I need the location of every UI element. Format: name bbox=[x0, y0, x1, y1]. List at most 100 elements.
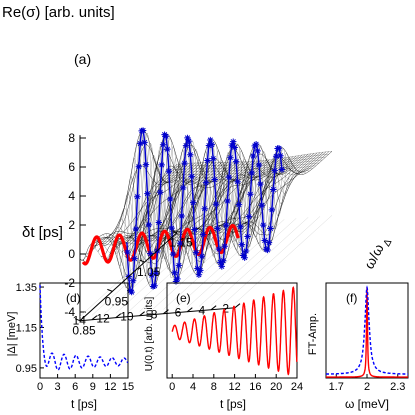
mesh-line-t bbox=[160, 165, 316, 180]
delta-t-tick-label: 8 bbox=[151, 308, 158, 322]
mesh-line-t bbox=[118, 157, 274, 278]
z-axis-label: Re(σ) [arb. units] bbox=[2, 4, 115, 21]
omega-axis-label-subscript: Δ bbox=[382, 237, 395, 248]
panel-d: (d) 1.35 1.15 0.95 0 3 6 9 12 15 |Δ| [meV] t [p… bbox=[6, 282, 134, 411]
delta-t-tick-mark bbox=[163, 309, 169, 315]
omega-tick-mark bbox=[74, 318, 81, 322]
delta-t-axis-line bbox=[79, 307, 236, 322]
panel-e-ylabel-wrap: U(0,t) [arb. units] bbox=[144, 297, 155, 372]
omega-tick-label: 1.15 bbox=[169, 236, 193, 250]
panel-d-frame bbox=[39, 282, 129, 379]
floor-grid-line bbox=[211, 217, 309, 306]
d-x-tick-label: 0 bbox=[37, 381, 43, 393]
blue-ridge-marker bbox=[247, 191, 254, 198]
blue-ridge-marker bbox=[158, 161, 165, 169]
d-y-tick-label: 1.35 bbox=[16, 282, 37, 294]
blue-ridge-marker bbox=[172, 278, 180, 285]
f-series-line-red bbox=[326, 287, 408, 378]
omega-tick-mark bbox=[171, 230, 178, 234]
mesh-line-t bbox=[105, 210, 262, 240]
blue-ridge-marker bbox=[260, 221, 267, 229]
blue-ridge-marker bbox=[201, 205, 208, 212]
blue-ridge-marker bbox=[147, 250, 154, 257]
blue-ridge-marker bbox=[131, 255, 138, 262]
blue-ridge-marker bbox=[208, 141, 215, 148]
blue-ridge-marker bbox=[217, 259, 224, 266]
blue-ridge-marker bbox=[222, 222, 230, 229]
mesh-line-t bbox=[173, 154, 329, 168]
surface-floor-grid bbox=[79, 215, 333, 317]
blue-ridge-marker bbox=[157, 189, 164, 196]
floor-grid-line bbox=[234, 215, 333, 304]
blue-ridge-marker bbox=[124, 248, 131, 256]
blue-ridge-marker bbox=[161, 131, 168, 138]
blue-ridge-marker bbox=[135, 163, 143, 170]
e-x-tick-label: 24 bbox=[291, 381, 303, 393]
panel-d-ylabel-wrap: |Δ| [meV] bbox=[6, 312, 18, 357]
blue-ridge-marker bbox=[234, 178, 241, 185]
blue-ridge-marker bbox=[240, 252, 247, 259]
mesh-line-t bbox=[141, 165, 297, 227]
blue-ridge-marker bbox=[195, 271, 203, 278]
blue-ridge-marker bbox=[179, 184, 187, 192]
blue-ridge-marker bbox=[257, 180, 264, 188]
blue-ridge-marker bbox=[248, 169, 256, 177]
blue-ridge-marker bbox=[225, 174, 233, 181]
omega-axis-label-text: ω/ω bbox=[361, 241, 387, 271]
blue-ridge-marker bbox=[132, 225, 140, 233]
blue-ridge-marker bbox=[270, 186, 277, 193]
blue-ridge-marker bbox=[175, 262, 183, 269]
floor-grid-line bbox=[115, 225, 213, 314]
z-tick-label: 4 bbox=[68, 189, 75, 203]
d-x-tick-label: 15 bbox=[122, 381, 134, 393]
blue-ridge-marker bbox=[178, 212, 185, 220]
blue-ridge-marker bbox=[189, 199, 197, 206]
blue-ridge-marker bbox=[171, 269, 178, 277]
blue-ridge-marker bbox=[151, 282, 158, 289]
panel-e-x-ticks: 0 4 8 12 16 20 24 bbox=[169, 374, 303, 393]
blue-ridge-marker bbox=[254, 147, 261, 155]
blue-ridge-marker bbox=[204, 157, 211, 164]
z-tick-label: 0 bbox=[68, 247, 75, 261]
panel-label-e: (e) bbox=[176, 291, 191, 305]
blue-ridge-marker bbox=[198, 253, 205, 260]
d-y-tick-label: 0.95 bbox=[16, 363, 37, 375]
blue-ridge-marker bbox=[267, 225, 274, 232]
blue-ridge-marker bbox=[174, 275, 181, 283]
z-tick-label: 6 bbox=[68, 160, 75, 174]
d-x-tick-label: 3 bbox=[55, 381, 61, 393]
panel-d-y-ticks: 1.35 1.15 0.95 bbox=[16, 282, 44, 375]
blue-ridge-marker bbox=[238, 241, 246, 248]
floor-grid-line bbox=[199, 218, 297, 307]
blue-ridge-marker bbox=[168, 224, 175, 232]
blue-ridge-marker bbox=[242, 247, 250, 255]
blue-ridge-marker bbox=[258, 202, 266, 209]
blue-ridge-marker bbox=[142, 161, 150, 168]
blue-ridge-marker bbox=[202, 179, 210, 186]
z-tick-label: 2 bbox=[68, 218, 75, 232]
blue-ridge-marker bbox=[237, 223, 244, 230]
panel-label-d: (d) bbox=[66, 291, 81, 305]
blue-ridge-marker bbox=[251, 142, 258, 150]
blue-ridge-marker bbox=[218, 263, 225, 270]
blue-ridge-marker bbox=[165, 168, 173, 175]
delta-t-tick-mark bbox=[115, 313, 122, 319]
blue-ridge-marker bbox=[210, 155, 217, 162]
blue-ridge-marker bbox=[227, 154, 234, 161]
blue-ridge-marker bbox=[187, 151, 194, 158]
blue-ridge-marker bbox=[214, 225, 221, 232]
f-x-tick-label: 2 bbox=[364, 381, 370, 393]
blue-ridge-marker bbox=[215, 245, 223, 253]
omega-axis: 0.85 0.95 1.05 1.15 bbox=[72, 230, 193, 338]
blue-ridge-marker bbox=[164, 145, 171, 153]
delta-t-tick-label: 12 bbox=[96, 312, 110, 326]
panel-label-a: (a) bbox=[74, 51, 91, 67]
blue-ridge-marker bbox=[192, 249, 200, 256]
blue-ridge-marker bbox=[141, 139, 148, 146]
blue-ridge-marker bbox=[184, 134, 191, 142]
delta-t-tick-mark bbox=[210, 305, 217, 311]
blue-ridge-marker bbox=[231, 144, 238, 151]
delta-t-tick-mark bbox=[234, 303, 241, 309]
panel-d-plot-area bbox=[39, 284, 129, 371]
blue-ridge-marker bbox=[197, 267, 204, 274]
